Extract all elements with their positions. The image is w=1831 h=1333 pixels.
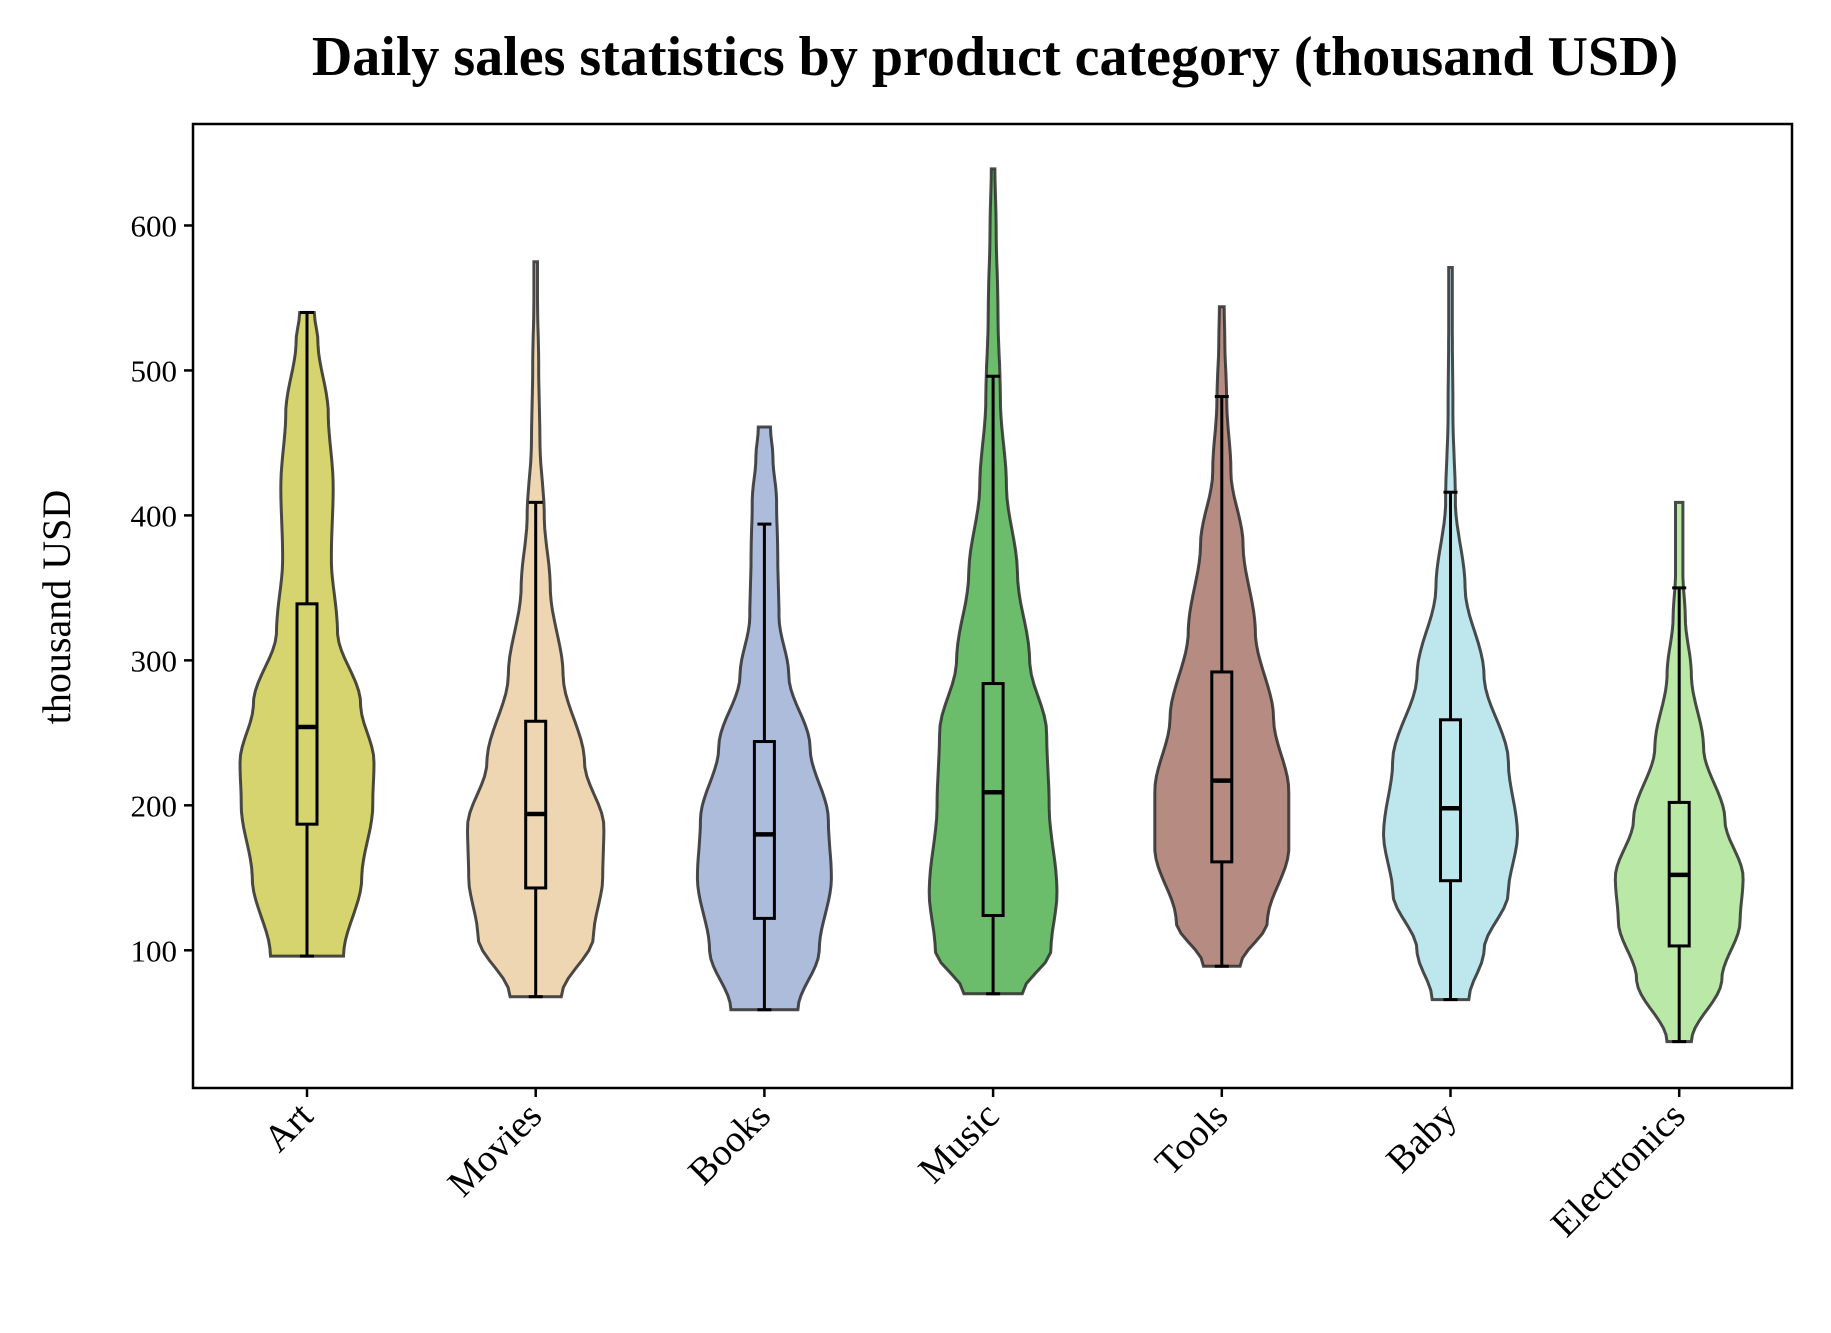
iqr-box — [1210, 670, 1234, 864]
chart-title: Daily sales statistics by product catego… — [312, 26, 1678, 88]
x-tick-label-music: Music — [911, 1095, 1008, 1192]
y-axis-label: thousand USD — [34, 490, 79, 724]
x-axis: Art Movies Books Music Tools Baby Electronics — [256, 1088, 1694, 1245]
plot-frame — [191, 122, 1794, 1090]
x-tick-label-movies: Movies — [440, 1095, 550, 1205]
y-tick-label: 300 — [131, 643, 178, 678]
x-tick-label-electronics: Electronics — [1543, 1095, 1694, 1246]
x-tick-label-books: Books — [680, 1095, 778, 1193]
y-axis: 100 200 300 400 500 600 — [131, 208, 193, 968]
x-tick-label-art: Art — [256, 1094, 322, 1160]
y-tick-label: 200 — [131, 788, 178, 823]
iqr-box — [524, 719, 548, 890]
y-tick-label: 400 — [131, 498, 178, 533]
violin-books — [695, 425, 833, 1012]
x-tick-label-tools: Tools — [1147, 1095, 1236, 1184]
violin-baby — [1381, 266, 1520, 1002]
y-tick-label: 100 — [131, 933, 178, 968]
iqr-box — [1439, 718, 1462, 883]
violin-electronics — [1613, 500, 1745, 1044]
violin-tools — [1153, 305, 1291, 968]
violin-art — [238, 310, 376, 958]
violin-body-art — [238, 311, 376, 958]
iqr-box — [295, 602, 319, 826]
y-tick-label: 600 — [131, 208, 178, 243]
x-tick-label-baby: Baby — [1378, 1095, 1464, 1181]
iqr-box — [981, 682, 1005, 917]
violin-group — [238, 167, 1745, 1044]
violin-music — [927, 167, 1059, 996]
y-tick-label: 500 — [131, 353, 178, 388]
iqr-box — [752, 740, 776, 920]
violin-movies — [465, 260, 606, 999]
